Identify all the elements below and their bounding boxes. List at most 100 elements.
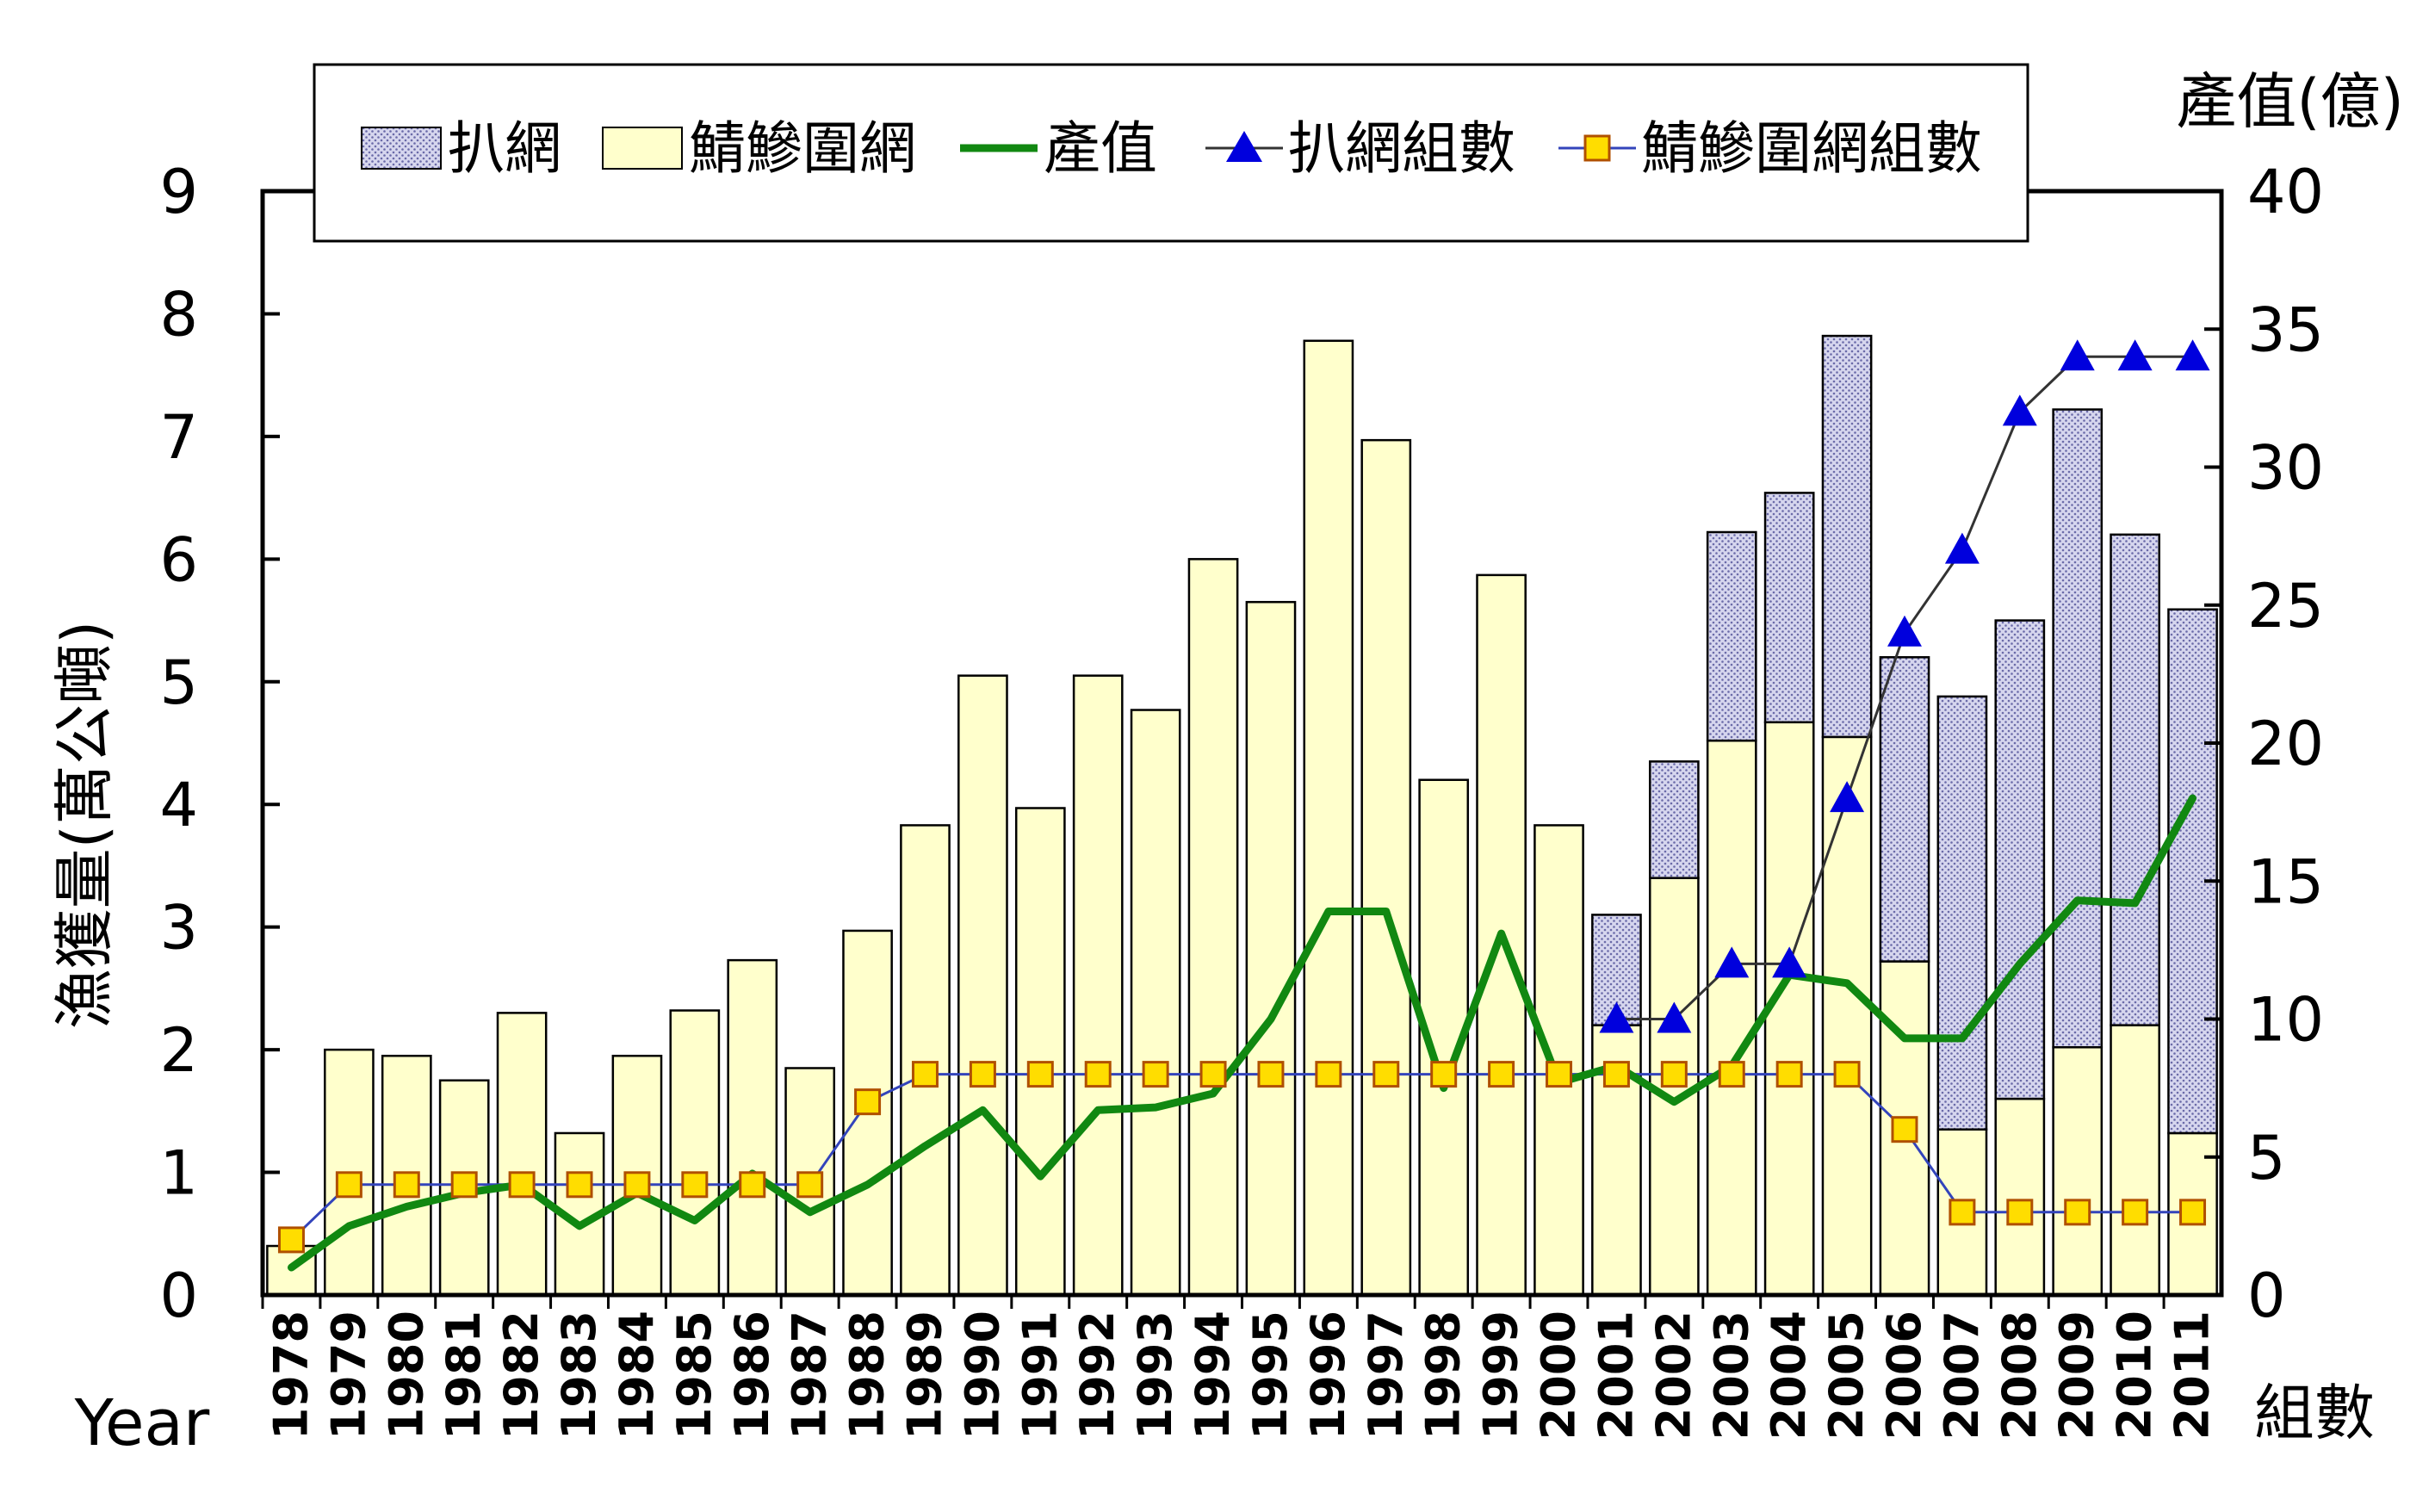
legend-item-purse-seine: 鯖鰺圍網 (602, 115, 916, 182)
right-bottom-axis-title: 組數 (2254, 1378, 2375, 1448)
x-tick-label: 1994 (1186, 1311, 1240, 1440)
x-tick-label: 2011 (2165, 1311, 2220, 1440)
marker-purse-seine-count (739, 1171, 766, 1199)
x-tick-label: 1996 (1301, 1311, 1355, 1440)
left-axis: 0 1 2 3 4 5 6 7 8 9 (159, 157, 280, 1331)
x-tick-label: 2000 (1532, 1311, 1586, 1440)
x-tick-label: 1987 (783, 1311, 837, 1440)
marker-purse-seine-count (1833, 1061, 1861, 1088)
marker-purse-seine-count (1372, 1061, 1400, 1088)
bar-purse-seine (1072, 674, 1124, 1297)
right-tick-label: 0 (2247, 1261, 2286, 1331)
y-right-axis-title: 產值(億) (2176, 66, 2404, 137)
marker-purse-seine-count (1718, 1061, 1745, 1088)
marker-purse-seine-count (623, 1171, 651, 1199)
marker-purse-seine-count (1315, 1061, 1342, 1088)
left-tick-label: 7 (159, 402, 198, 473)
x-tick-label: 2002 (1646, 1311, 1701, 1440)
marker-purse-seine-count (2064, 1199, 2091, 1226)
x-tick-label: 2005 (1819, 1311, 1874, 1440)
legend-label-trawl: 扒網 (448, 115, 561, 182)
legend-item-seine-count: 鯖鰺圍網組數 (1558, 115, 1982, 182)
left-tick-label: 9 (159, 157, 198, 227)
x-tick-label: 1989 (897, 1311, 951, 1440)
bar-trawl (1994, 619, 2046, 1100)
left-tick-label: 3 (159, 893, 198, 964)
marker-purse-seine-count (1199, 1061, 1227, 1088)
legend-item-trawl: 扒網 (361, 115, 561, 182)
bar-trawl (1936, 695, 1988, 1131)
bar-purse-seine (1706, 739, 1757, 1297)
bar-trawl (1763, 492, 1815, 724)
marker-purse-seine-count (450, 1171, 478, 1199)
left-tick-label: 4 (159, 770, 198, 840)
x-tick-label: 1995 (1243, 1311, 1298, 1440)
bar-purse-seine (1360, 438, 1412, 1297)
x-tick-label: 2009 (2050, 1311, 2104, 1440)
x-tick-label: 2001 (1589, 1311, 1643, 1440)
bar-purse-seine (1130, 709, 1181, 1297)
bar-layer (266, 334, 2218, 1297)
x-tick-label: 1986 (725, 1311, 779, 1440)
marker-purse-seine-count (2006, 1199, 2034, 1226)
x-tick-label: 2007 (1935, 1311, 1989, 1440)
marker-purse-seine-count (277, 1226, 305, 1254)
x-tick-label: 1980 (379, 1311, 433, 1440)
marker-purse-seine-count (796, 1171, 824, 1199)
x-tick-label: 1997 (1359, 1311, 1413, 1440)
legend-square-icon (1583, 134, 1611, 162)
x-tick-label: 1983 (552, 1311, 606, 1440)
bar-purse-seine (1821, 735, 1873, 1297)
x-tick-label: 1979 (321, 1311, 375, 1440)
marker-purse-seine-count (1602, 1061, 1630, 1088)
marker-trawl-count (1772, 946, 1807, 978)
left-tick-label: 0 (159, 1261, 198, 1331)
right-tick-label: 10 (2247, 985, 2324, 1056)
legend-label-purse-seine: 鯖鰺圍網 (689, 115, 916, 182)
x-tick-label: 1990 (955, 1311, 1009, 1440)
marker-purse-seine-count (1430, 1061, 1458, 1088)
marker-purse-seine-count (335, 1171, 362, 1199)
x-tick-label: 1978 (263, 1311, 318, 1440)
right-tick-label: 30 (2247, 433, 2324, 504)
marker-purse-seine-count (1660, 1061, 1688, 1088)
bar-purse-seine (2110, 1024, 2160, 1297)
bar-trawl (1706, 530, 1757, 742)
legend-swatch-trawl (361, 127, 442, 170)
marker-purse-seine-count (1891, 1116, 1918, 1143)
bar-trawl (1648, 760, 1700, 879)
bar-purse-seine (1533, 824, 1584, 1297)
marker-trawl-count (1657, 1001, 1692, 1033)
x-tick-label: 2008 (1992, 1311, 2047, 1440)
x-tick-label: 1998 (1416, 1311, 1471, 1440)
legend-box (313, 63, 2029, 243)
x-tick-label: 1985 (667, 1311, 722, 1440)
line-production-value (288, 794, 2196, 1272)
bar-purse-seine (669, 1009, 721, 1297)
bar-purse-seine (1014, 807, 1066, 1297)
x-tick-label: 1992 (1070, 1311, 1125, 1440)
marker-purse-seine-count (508, 1171, 536, 1199)
bar-trawl (1821, 334, 1873, 739)
left-tick-label: 8 (159, 279, 198, 350)
marker-purse-seine-count (1142, 1061, 1169, 1088)
bar-purse-seine (1245, 600, 1297, 1297)
x-tick-label: 1984 (610, 1311, 664, 1440)
x-tick-label: 1999 (1474, 1311, 1528, 1440)
marker-purse-seine-count (1084, 1061, 1112, 1088)
marker-trawl-count (1944, 532, 1980, 564)
x-tick-label: 1991 (1013, 1311, 1067, 1440)
x-tick-label: 1981 (437, 1311, 491, 1440)
right-tick-label: 5 (2247, 1123, 2286, 1193)
marker-trawl-count (2117, 339, 2153, 371)
marker-purse-seine-count (911, 1061, 939, 1088)
marker-trawl-count (1714, 946, 1750, 978)
left-tick-label: 5 (159, 648, 198, 718)
bar-purse-seine (727, 958, 778, 1297)
x-tick-label: 2006 (1877, 1311, 1931, 1440)
legend: 扒網 鯖鰺圍網 產值 扒網組數 鯖鰺圍網組數 (313, 63, 2029, 243)
bar-purse-seine (1303, 339, 1354, 1297)
legend-item-value: 產值 (960, 115, 1157, 182)
marker-purse-seine-count (1257, 1061, 1285, 1088)
legend-item-trawl-count: 扒網組數 (1205, 115, 1515, 182)
